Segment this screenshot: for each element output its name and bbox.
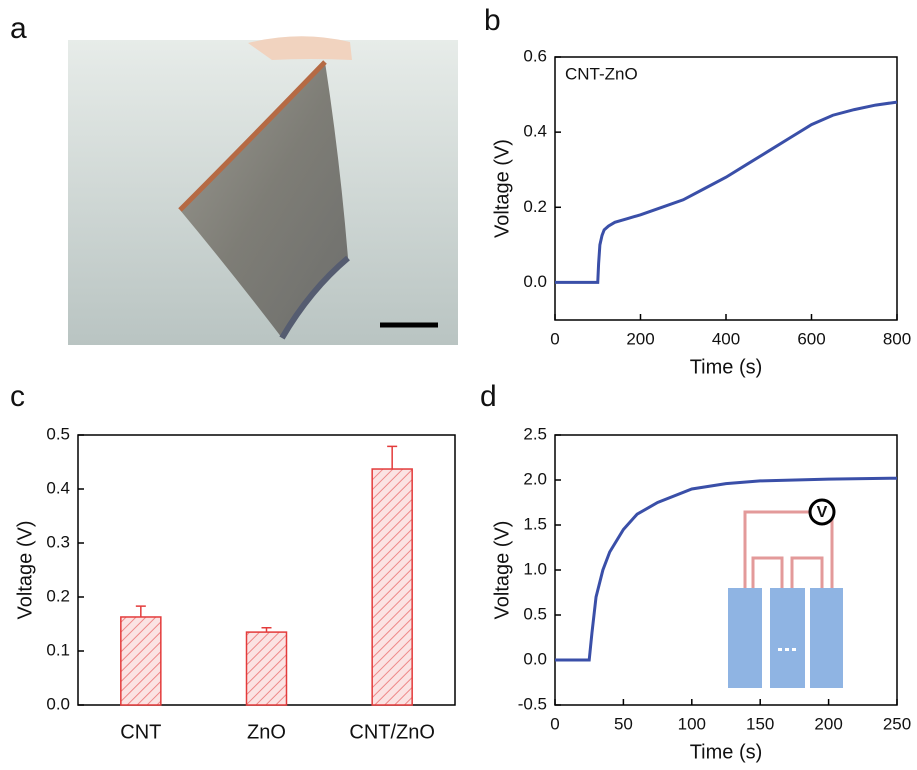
y-tick-label: 0.2 bbox=[46, 586, 70, 605]
inset-label: V bbox=[817, 504, 828, 521]
y-tick-label: 0.4 bbox=[523, 122, 547, 141]
bar bbox=[371, 468, 413, 706]
y-tick-label: 0.6 bbox=[523, 46, 547, 65]
y-tick-label: 0.5 bbox=[523, 604, 547, 623]
x-tick-label: CNT/ZnO bbox=[349, 721, 435, 743]
y-tick-label: 2.0 bbox=[523, 469, 547, 488]
y-tick-label: -0.5 bbox=[518, 694, 547, 713]
y-tick-label: 0.0 bbox=[523, 272, 547, 291]
x-tick-label: CNT bbox=[120, 721, 161, 743]
x-tick-label: 100 bbox=[678, 714, 706, 733]
x-tick-label: 800 bbox=[883, 329, 911, 348]
x-tick-label: 0 bbox=[550, 714, 559, 733]
x-axis-label: Time (s) bbox=[690, 356, 763, 378]
panel-label: d bbox=[480, 380, 497, 413]
x-tick-label: 400 bbox=[712, 329, 740, 348]
axis-frame bbox=[554, 434, 898, 706]
y-axis-label: Voltage (V) bbox=[14, 521, 36, 620]
y-tick-label: 0.0 bbox=[46, 694, 70, 713]
annotation: CNT-ZnO bbox=[565, 64, 638, 83]
y-tick-label: 0.4 bbox=[46, 478, 70, 497]
y-tick-label: 1.5 bbox=[523, 514, 547, 533]
bar bbox=[120, 616, 162, 706]
line bbox=[555, 476, 898, 662]
y-tick-label: 0.5 bbox=[46, 424, 70, 443]
axis-frame bbox=[554, 56, 898, 321]
x-tick-label: 600 bbox=[797, 329, 825, 348]
error-bar bbox=[261, 627, 272, 633]
x-tick-label: 50 bbox=[614, 714, 633, 733]
line bbox=[555, 100, 898, 284]
y-tick-label: 0.0 bbox=[523, 649, 547, 668]
x-tick-label: ZnO bbox=[247, 721, 286, 743]
y-tick-label: 0.3 bbox=[46, 532, 70, 551]
error-bar bbox=[135, 605, 146, 617]
inset-circuit: V bbox=[728, 498, 843, 688]
x-tick-label: 200 bbox=[626, 329, 654, 348]
x-tick-label: 150 bbox=[746, 714, 774, 733]
y-axis-label: Voltage (V) bbox=[491, 521, 513, 620]
y-tick-label: 0.2 bbox=[523, 197, 547, 216]
y-axis-label: Voltage (V) bbox=[491, 139, 513, 238]
y-tick-label: 2.5 bbox=[523, 424, 547, 443]
panel-label: c bbox=[10, 380, 25, 413]
bar bbox=[245, 631, 288, 706]
y-tick-label: 1.0 bbox=[523, 559, 547, 578]
x-axis-label: Time (s) bbox=[690, 741, 763, 763]
x-tick-label: 200 bbox=[814, 714, 842, 733]
x-tick-label: 0 bbox=[550, 329, 559, 348]
photo bbox=[68, 36, 458, 345]
panel-label: b bbox=[484, 4, 501, 37]
y-tick-label: 0.1 bbox=[46, 640, 70, 659]
x-tick-label: 250 bbox=[883, 714, 911, 733]
error-bar bbox=[387, 445, 398, 470]
panel-label: a bbox=[10, 12, 27, 45]
